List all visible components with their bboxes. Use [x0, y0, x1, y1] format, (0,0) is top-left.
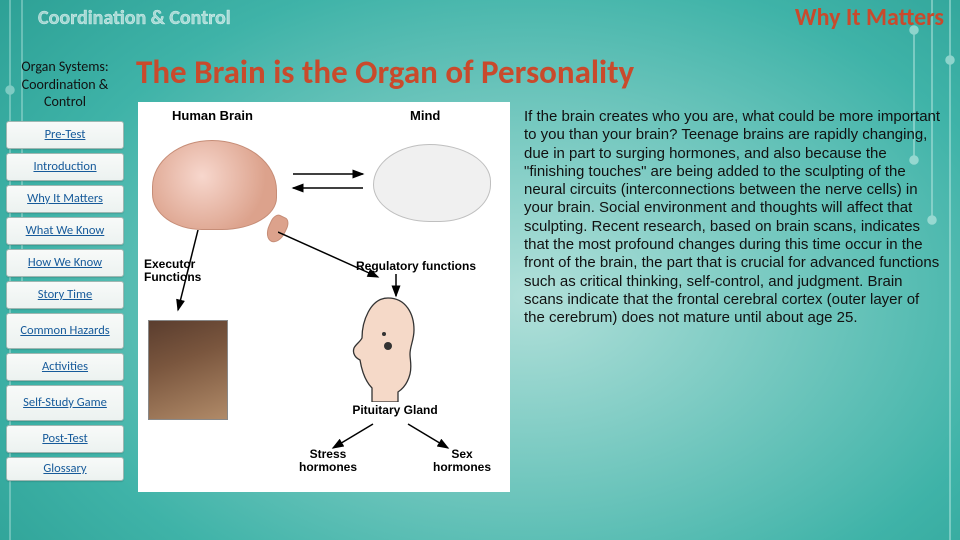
page-title: The Brain is the Organ of Personality [136, 52, 634, 92]
nav-why-it-matters[interactable]: Why It Matters [6, 185, 124, 213]
label-stress-hormones: Stress hormones [288, 448, 368, 474]
nav-self-study-game[interactable]: Self-Study Game [6, 385, 124, 421]
double-arrow-icon [288, 162, 368, 202]
diagram-panel: Human Brain Mind Executor Functions Regu… [138, 102, 510, 492]
nav-activities[interactable]: Activities [6, 353, 124, 381]
slide-root: Coordination & Control Why It Matters Or… [0, 0, 960, 540]
head-silhouette-icon [348, 292, 428, 402]
body-text: If the brain creates who you are, what c… [524, 108, 944, 328]
mind-cloud-icon [373, 144, 491, 222]
person-photo [148, 320, 228, 420]
sidebar-header: Organ Systems: Coordination & Control [0, 58, 130, 117]
nav-glossary[interactable]: Glossary [6, 457, 124, 481]
sidebar: Organ Systems: Coordination & Control Pr… [0, 58, 130, 481]
brain-icon [152, 140, 277, 230]
nav-story-time[interactable]: Story Time [6, 281, 124, 309]
arrow-brain-to-executor [168, 230, 208, 320]
nav-post-test[interactable]: Post-Test [6, 425, 124, 453]
label-sex-hormones: Sex hormones [422, 448, 502, 474]
nav-common-hazards[interactable]: Common Hazards [6, 313, 124, 349]
nav-how-we-know[interactable]: How We Know [6, 249, 124, 277]
nav-pre-test[interactable]: Pre-Test [6, 121, 124, 149]
label-human-brain: Human Brain [172, 108, 253, 123]
label-pituitary-gland: Pituitary Gland [340, 404, 450, 417]
corner-title: Why It Matters [795, 3, 944, 32]
breadcrumb: Coordination & Control [38, 6, 231, 30]
arrow-brain-to-regulatory [278, 222, 398, 302]
label-mind: Mind [410, 108, 440, 123]
nav-introduction[interactable]: Introduction [6, 153, 124, 181]
nav-what-we-know[interactable]: What We Know [6, 217, 124, 245]
arrow-regulatory-to-head [386, 274, 406, 304]
